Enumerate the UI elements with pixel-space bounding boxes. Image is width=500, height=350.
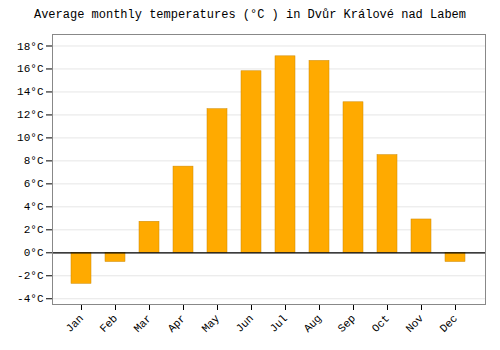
- svg-text:18°C: 18°C: [17, 41, 44, 53]
- svg-text:4°C: 4°C: [24, 201, 44, 213]
- svg-text:Jan: Jan: [64, 312, 86, 334]
- svg-text:Sep: Sep: [336, 312, 358, 334]
- svg-text:Jul: Jul: [268, 312, 290, 334]
- svg-text:16°C: 16°C: [17, 63, 44, 75]
- svg-text:May: May: [200, 312, 223, 335]
- svg-text:8°C: 8°C: [24, 155, 44, 167]
- svg-text:-4°C: -4°C: [17, 293, 44, 305]
- svg-text:Dec: Dec: [438, 312, 460, 334]
- svg-text:6°C: 6°C: [24, 178, 44, 190]
- svg-text:Feb: Feb: [98, 312, 120, 334]
- svg-text:Jun: Jun: [234, 312, 256, 334]
- svg-text:Apr: Apr: [166, 312, 188, 334]
- svg-text:Mar: Mar: [132, 312, 154, 334]
- svg-text:0°C: 0°C: [24, 247, 44, 259]
- html-text:Average monthly temperatures (: Average monthly temperatures (°C ) in Dv…: [34, 8, 466, 22]
- svg-text:Aug: Aug: [302, 312, 324, 334]
- svg-text:14°C: 14°C: [17, 86, 44, 98]
- svg-text:12°C: 12°C: [17, 109, 44, 121]
- svg-text:Nov: Nov: [404, 312, 427, 335]
- svg-text:2°C: 2°C: [24, 224, 44, 236]
- svg-text:-2°C: -2°C: [17, 270, 44, 282]
- svg-text:10°C: 10°C: [17, 132, 44, 144]
- svg-text:Oct: Oct: [370, 312, 392, 334]
